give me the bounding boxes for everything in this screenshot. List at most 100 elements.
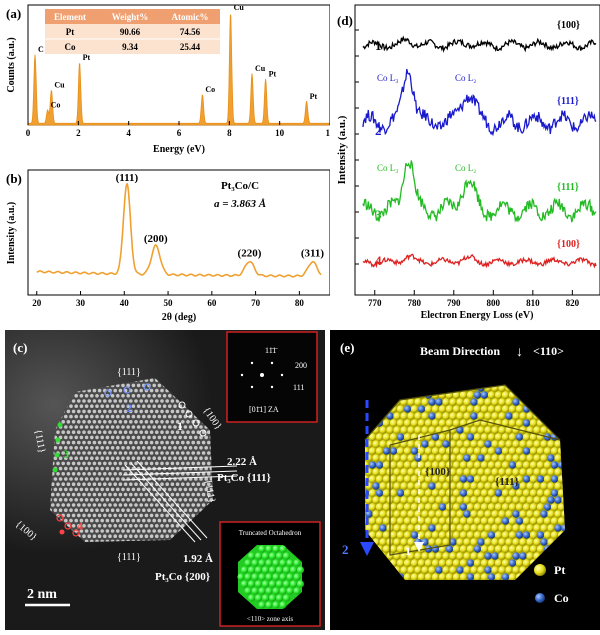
atomic-column xyxy=(113,503,117,507)
pt-atom xyxy=(540,524,548,532)
atomic-column xyxy=(152,394,156,398)
pt-atom xyxy=(554,398,562,406)
pt-atom xyxy=(494,433,503,441)
atomic-column xyxy=(110,446,115,450)
pt-atom xyxy=(431,447,440,455)
panel-d-svg: (d) Intensity (a.u.) Electron Energy Los… xyxy=(336,4,600,321)
atomic-column xyxy=(181,430,185,434)
co-atom xyxy=(382,447,391,455)
atomic-column xyxy=(82,409,86,414)
atomic-column xyxy=(97,492,102,497)
pt-atom xyxy=(463,398,471,406)
atomic-column xyxy=(92,399,97,403)
atomic-column xyxy=(74,508,78,512)
pt-atom xyxy=(389,475,398,483)
pt-atom xyxy=(452,517,461,525)
atomic-column xyxy=(139,492,143,497)
atomic-column xyxy=(95,477,99,481)
atomic-column xyxy=(152,508,156,512)
atomic-column xyxy=(129,482,133,486)
co-atom xyxy=(410,447,419,455)
pt-atom xyxy=(375,475,384,483)
fft-label-111: 111 xyxy=(293,383,304,392)
atomic-column xyxy=(87,503,91,507)
atomic-column xyxy=(123,420,128,424)
pt-atom xyxy=(498,468,506,476)
pt-atom xyxy=(519,454,527,462)
pt-atom xyxy=(365,510,366,518)
pt-atom xyxy=(557,531,565,539)
pt-atom xyxy=(400,524,408,532)
pt-atom xyxy=(379,426,387,434)
co-atom xyxy=(435,566,443,574)
atomic-column xyxy=(162,425,167,429)
atomic-column xyxy=(155,420,159,424)
pt-atom xyxy=(491,496,499,504)
table-cell: 9.34 xyxy=(122,42,138,52)
pt-atom xyxy=(477,552,485,560)
pt-atom xyxy=(372,440,380,448)
pt-atom xyxy=(445,405,454,413)
atomic-column xyxy=(90,435,94,440)
pt-atom xyxy=(442,510,450,518)
pt-atom xyxy=(407,468,415,476)
pt-atom xyxy=(421,385,429,392)
site-markers-1 xyxy=(178,401,207,437)
pt-atom xyxy=(452,461,461,469)
panel-e: (e) Beam Direction <110> ↓ {100} {111} 2… xyxy=(330,330,600,630)
atomic-column xyxy=(147,404,151,408)
atomic-column xyxy=(201,492,206,497)
atomic-column xyxy=(100,404,104,408)
pt-atom xyxy=(550,503,559,511)
atomic-column xyxy=(144,451,149,455)
atomic-column xyxy=(136,404,141,408)
atomic-column xyxy=(90,414,94,419)
atomic-column xyxy=(116,466,120,471)
pt-atom xyxy=(522,433,531,441)
atomic-column xyxy=(103,451,107,455)
atomic-column xyxy=(142,487,146,492)
atomic-column xyxy=(144,503,149,507)
atomic-column xyxy=(139,534,143,538)
pt-atom xyxy=(442,385,450,392)
pt-atom xyxy=(379,496,387,504)
pt-atom xyxy=(452,559,461,567)
facet-label: {111} xyxy=(32,429,47,454)
pt-atom xyxy=(515,405,524,413)
atomic-column xyxy=(207,472,211,476)
pt-atom xyxy=(389,489,398,497)
co-atom xyxy=(375,461,384,469)
green-atom xyxy=(296,566,305,574)
atomic-column xyxy=(69,414,73,419)
pt-atom xyxy=(463,496,471,504)
atomic-column xyxy=(175,492,180,497)
atomic-column xyxy=(157,394,162,398)
pt-atom xyxy=(417,573,426,580)
pt-atom xyxy=(470,524,478,532)
atomic-column xyxy=(116,529,120,533)
eds-peak-label: Pt xyxy=(310,92,318,101)
atomic-column xyxy=(121,498,125,502)
atomic-column xyxy=(100,477,104,481)
co-atom xyxy=(522,573,531,580)
pt-atom xyxy=(389,391,398,399)
xrd-peak-labels: (111)(200)(220) (311) xyxy=(116,172,325,260)
eels-tick-label: 800 xyxy=(487,298,501,308)
atomic-column xyxy=(64,477,68,481)
pt-atom xyxy=(515,503,524,511)
atomic-column xyxy=(105,508,110,512)
pt-atom xyxy=(449,496,457,504)
pt-atom xyxy=(428,538,436,546)
pt-atom xyxy=(421,426,429,434)
pt-atom xyxy=(522,461,531,469)
pt-atom xyxy=(414,412,422,420)
atomic-column xyxy=(160,513,164,518)
green-atom xyxy=(275,580,284,588)
atomic-column xyxy=(183,487,188,492)
pt-atom xyxy=(536,405,545,413)
panel-d-label: (d) xyxy=(337,13,353,28)
co-atom xyxy=(386,412,394,420)
atomic-column xyxy=(84,518,89,523)
atomic-column xyxy=(173,487,177,492)
atomic-column xyxy=(136,446,141,450)
